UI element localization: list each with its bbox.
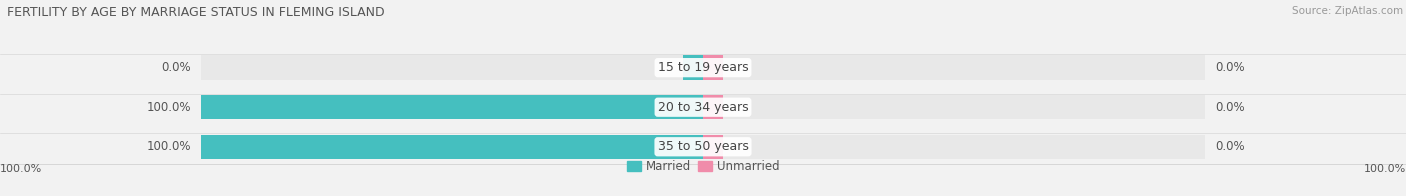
Text: 100.0%: 100.0% bbox=[146, 140, 191, 153]
Text: 0.0%: 0.0% bbox=[1215, 61, 1244, 74]
Text: 100.0%: 100.0% bbox=[0, 164, 42, 174]
Bar bbox=[201, 55, 1205, 80]
Text: 0.0%: 0.0% bbox=[1215, 140, 1244, 153]
Legend: Married, Unmarried: Married, Unmarried bbox=[627, 160, 779, 173]
Bar bbox=[703, 134, 723, 159]
Bar bbox=[703, 55, 723, 80]
Bar bbox=[201, 134, 703, 159]
Bar bbox=[683, 55, 703, 80]
Text: Source: ZipAtlas.com: Source: ZipAtlas.com bbox=[1292, 6, 1403, 16]
Bar bbox=[201, 134, 1205, 159]
Text: 100.0%: 100.0% bbox=[146, 101, 191, 114]
Bar bbox=[703, 95, 723, 120]
Text: 100.0%: 100.0% bbox=[1364, 164, 1406, 174]
Text: 0.0%: 0.0% bbox=[1215, 101, 1244, 114]
Text: 0.0%: 0.0% bbox=[162, 61, 191, 74]
Bar bbox=[201, 95, 703, 120]
Text: FERTILITY BY AGE BY MARRIAGE STATUS IN FLEMING ISLAND: FERTILITY BY AGE BY MARRIAGE STATUS IN F… bbox=[7, 6, 385, 19]
Text: 35 to 50 years: 35 to 50 years bbox=[658, 140, 748, 153]
Text: 20 to 34 years: 20 to 34 years bbox=[658, 101, 748, 114]
Bar bbox=[201, 95, 1205, 120]
Text: 15 to 19 years: 15 to 19 years bbox=[658, 61, 748, 74]
